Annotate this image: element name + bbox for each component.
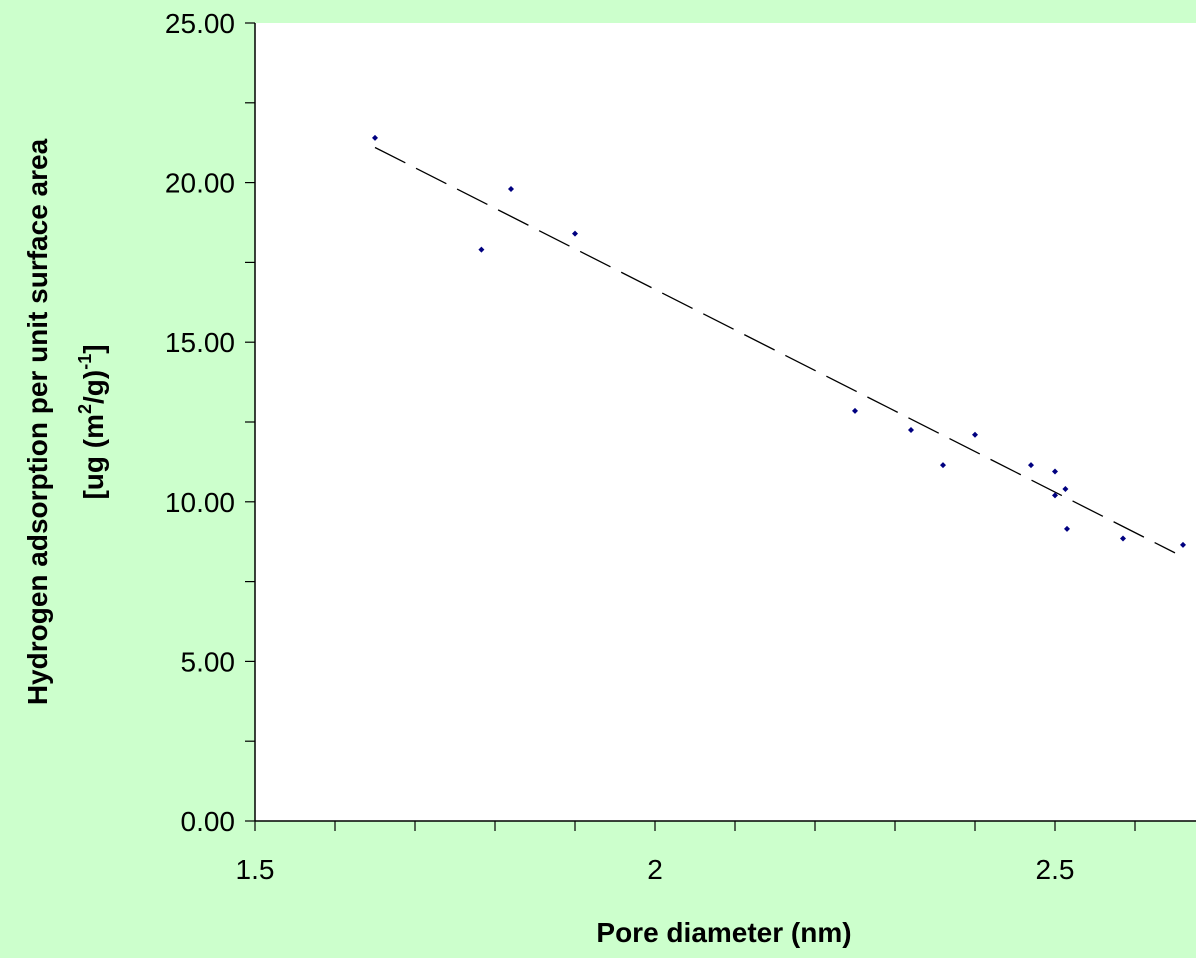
data-point (940, 462, 946, 469)
data-point (908, 426, 914, 433)
x-tick-label: 2.5 (1036, 854, 1075, 885)
data-point (1052, 468, 1058, 475)
data-point (852, 407, 858, 414)
y-tick-label: 20.00 (165, 168, 235, 199)
x-axis-title: Pore diameter (nm) (596, 917, 851, 948)
data-point (1062, 486, 1069, 493)
y-tick-label: 10.00 (165, 487, 235, 518)
data-point (1052, 492, 1058, 499)
plot-area (255, 23, 1196, 821)
x-tick-label: 2 (647, 854, 663, 885)
y-tick-label: 15.00 (165, 327, 235, 358)
data-points-layer (372, 134, 1186, 548)
y-tick-label: 0.00 (181, 806, 236, 837)
y-axis-title-line2: [ug (m2/g)-1] (75, 344, 109, 499)
trendline-layer (374, 146, 1176, 554)
y-axis-ticks: 0.00 5.00 10.00 15.00 20.00 25.00 (165, 8, 255, 837)
y-axis-title-units: [ug (m2/g)-1] (75, 344, 109, 499)
y-axis-title: Hydrogen adsorption per unit surface are… (22, 138, 53, 705)
data-point (508, 185, 514, 192)
trendline (374, 146, 1176, 554)
data-point (972, 431, 978, 438)
y-tick-label: 25.00 (165, 8, 235, 39)
data-point (1064, 525, 1070, 532)
x-tick-label: 1.5 (236, 854, 275, 885)
x-axis-ticks: 1.5 2 2.5 (236, 821, 1136, 885)
data-point (1028, 462, 1034, 469)
data-point (572, 230, 578, 237)
data-point (478, 246, 485, 253)
data-point (1120, 535, 1126, 542)
data-point (372, 134, 378, 141)
y-tick-label: 5.00 (181, 646, 236, 677)
data-point (1180, 541, 1186, 548)
y-axis-title-line1: Hydrogen adsorption per unit surface are… (22, 138, 53, 705)
